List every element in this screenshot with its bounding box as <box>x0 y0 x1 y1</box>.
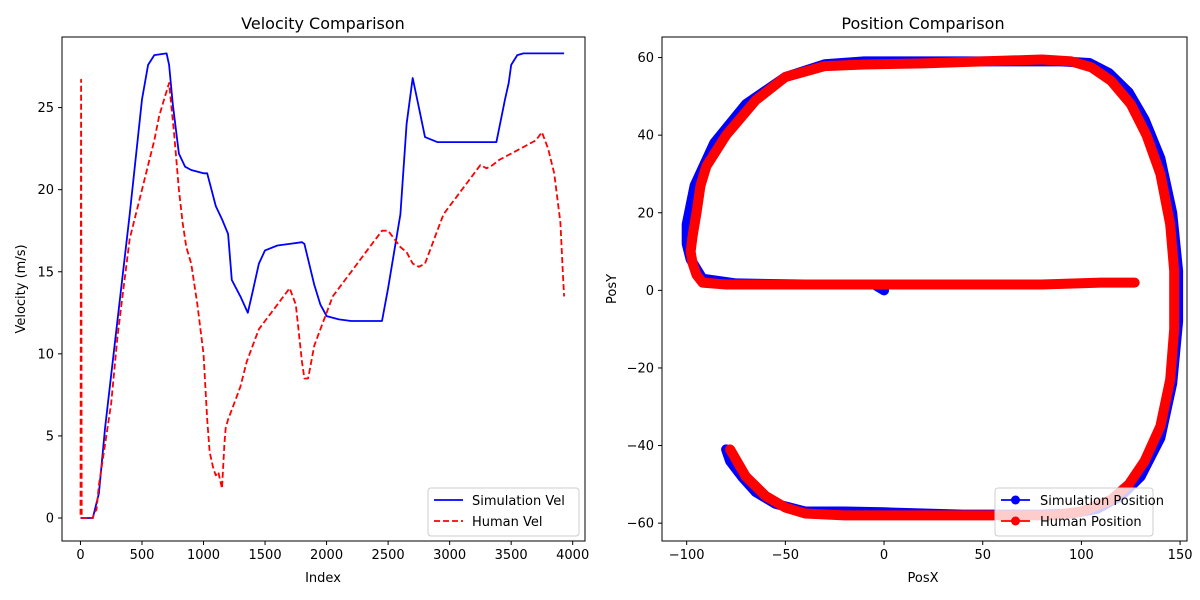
position-series-1-point <box>1155 421 1165 431</box>
position-series-1-point <box>958 280 968 289</box>
position-series-1-point <box>741 472 751 482</box>
position-series-1-point <box>1124 479 1134 489</box>
position-axes-frame <box>661 36 1188 542</box>
position-series-1-point <box>692 270 701 280</box>
position-series-1-point <box>761 491 771 501</box>
position-series-1-point <box>692 208 701 218</box>
velocity-y-tick-label: 5 <box>46 429 54 444</box>
velocity-x-tick-label: 0 <box>76 548 84 563</box>
position-x-tick-label: 50 <box>974 548 991 563</box>
position-x-tick-label: 150 <box>1168 548 1193 563</box>
position-series-1-point <box>1037 55 1047 64</box>
position-series-1-point <box>1165 375 1175 385</box>
position-series-1-point <box>800 509 810 518</box>
velocity-x-tick-label: 2000 <box>310 548 343 563</box>
velocity-y-axis-label: Velocity (m/s) <box>14 244 29 333</box>
position-series-1-point <box>721 130 731 140</box>
velocity-x-tick-label: 1500 <box>249 548 282 563</box>
position-series-1-point <box>725 444 735 454</box>
velocity-x-tick-label: 1000 <box>187 548 220 563</box>
position-series-1-point <box>978 56 988 66</box>
position-series-1-point <box>919 58 928 68</box>
velocity-axes-frame <box>61 36 586 542</box>
position-series-1-point <box>1169 266 1179 276</box>
position-series-1-point <box>1165 219 1175 229</box>
position-series-1-point <box>879 280 889 289</box>
position-x-tick-label: 100 <box>1069 548 1094 563</box>
position-series-1-point <box>879 510 889 520</box>
position-x-tick-label: −50 <box>772 548 799 563</box>
velocity-chart-title: Velocity Comparison <box>241 14 405 33</box>
position-series-1-point <box>1086 62 1096 72</box>
velocity-series-1 <box>79 78 565 519</box>
position-chart-panel: Position Comparison PosX PosY Simulation… <box>605 14 1193 586</box>
velocity-x-tick-label: 3000 <box>433 548 466 563</box>
velocity-x-tick-label: 2500 <box>372 548 405 563</box>
velocity-x-axis-label: Index <box>305 571 341 586</box>
position-series-1-point <box>701 161 711 171</box>
position-y-tick-label: −60 <box>627 517 654 532</box>
velocity-y-tick-label: 15 <box>37 265 54 280</box>
velocity-legend-box <box>427 487 580 537</box>
position-series-1-point <box>1067 56 1076 66</box>
legend-marker-human-position <box>1011 516 1020 526</box>
position-series-1-point <box>1155 169 1165 179</box>
position-x-tick-label: 0 <box>880 548 888 563</box>
velocity-chart-panel: Velocity Comparison Index Velocity (m/s)… <box>14 14 589 586</box>
position-series-0-point <box>682 219 692 229</box>
velocity-x-tick-label: 4000 <box>556 548 589 563</box>
position-series-1-point <box>958 510 968 520</box>
position-y-tick-label: 20 <box>637 206 654 221</box>
position-y-tick-label: 0 <box>646 284 654 299</box>
velocity-x-tick-label: 3500 <box>495 548 528 563</box>
position-chart-title: Position Comparison <box>841 14 1004 33</box>
legend-label-simulation-vel: Simulation Vel <box>472 494 565 509</box>
position-series-1-point <box>780 72 790 82</box>
position-legend-box <box>994 487 1154 537</box>
velocity-x-tick-label: 500 <box>130 548 155 563</box>
velocity-series-0-line <box>80 52 565 519</box>
velocity-series-1-line <box>79 78 565 519</box>
legend-marker-simulation-position <box>1011 495 1020 505</box>
position-series-1-point <box>1142 130 1151 140</box>
position-series-1-point <box>1096 278 1106 288</box>
position-series-1-point <box>751 95 761 105</box>
velocity-y-tick-label: 10 <box>37 347 54 362</box>
position-series-1-point <box>859 60 869 69</box>
position-series-1-point <box>688 231 698 241</box>
velocity-y-tick-label: 25 <box>37 101 54 116</box>
position-series-1-point <box>800 280 810 289</box>
position-x-tick-label: −100 <box>669 548 705 563</box>
position-y-axis-label: PosY <box>605 274 620 304</box>
position-y-tick-label: −20 <box>627 361 654 376</box>
position-series-1-point <box>1126 99 1136 109</box>
position-series-1-point <box>686 247 696 257</box>
position-series-1-point <box>696 181 705 191</box>
velocity-legend: Simulation Vel Human Vel <box>427 487 580 537</box>
position-series-1-point <box>698 278 707 288</box>
position-y-tick-label: 60 <box>637 51 654 66</box>
position-series-1-point <box>820 61 830 71</box>
position-series-1-point <box>1140 456 1150 466</box>
legend-label-human-vel: Human Vel <box>472 515 543 530</box>
position-series-1-point <box>1130 278 1140 288</box>
position-series-1-point <box>1037 280 1047 289</box>
velocity-y-tick-label: 0 <box>46 512 54 527</box>
legend-label-human-position: Human Position <box>1040 515 1142 530</box>
position-series-1-point <box>840 510 850 520</box>
position-series-1-point <box>1106 76 1116 86</box>
position-series-1-point <box>688 258 698 268</box>
position-y-tick-label: −40 <box>627 439 654 454</box>
velocity-series-0 <box>80 52 565 519</box>
velocity-y-tick-label: 20 <box>37 183 54 198</box>
legend-label-simulation-position: Simulation Position <box>1040 494 1164 509</box>
position-series-1-point <box>721 280 731 289</box>
position-x-axis-label: PosX <box>907 571 938 586</box>
position-series-1-point <box>919 510 928 520</box>
position-series-1-point <box>1169 324 1179 334</box>
position-series-1-point <box>780 503 790 513</box>
position-y-tick-label: 40 <box>637 129 654 144</box>
position-legend: Simulation Position Human Position <box>994 487 1164 537</box>
